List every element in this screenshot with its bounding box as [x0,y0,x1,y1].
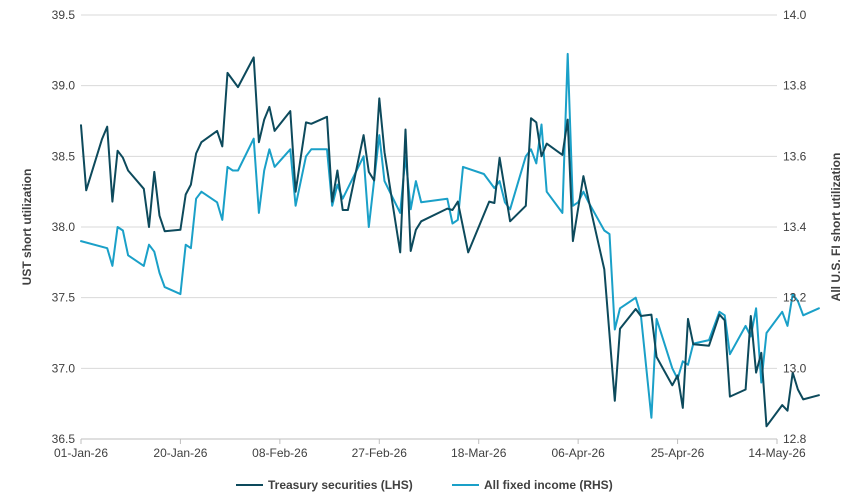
legend-label-fixed-income: All fixed income (RHS) [484,478,613,492]
left-tick-label: 36.5 [52,432,76,446]
right-tick-label: 12.8 [783,432,807,446]
legend: Treasury securities (LHS) All fixed inco… [236,478,613,492]
left-tick-label: 39.5 [52,8,76,22]
right-axis-ticks: 12.8 13.0 13.2 13.4 13.6 13.8 14.0 [783,8,807,446]
gridlines [81,14,777,369]
right-tick-label: 14.0 [783,8,807,22]
right-tick-label: 13.8 [783,79,807,93]
x-tick-label: 20-Jan-26 [153,446,207,460]
x-tick-label: 08-Feb-26 [252,446,308,460]
x-tick-label: 27-Feb-26 [352,446,408,460]
left-tick-label: 38.0 [52,220,76,234]
series-layer [80,52,820,428]
legend-label-treasury: Treasury securities (LHS) [268,478,413,492]
left-tick-label: 37.5 [52,291,76,305]
right-tick-label: 13.4 [783,220,807,234]
left-axis-ticks: 36.5 37.0 37.5 38.0 38.5 39.0 39.5 [52,8,76,446]
right-tick-label: 13.0 [783,361,807,375]
left-axis-title: UST short utilization [20,169,34,286]
series-line [80,52,820,419]
x-tick-label: 01-Jan-26 [54,446,108,460]
x-axis-ticks: 01-Jan-26 20-Jan-26 08-Feb-26 27-Feb-26 18-M… [54,439,806,460]
x-tick-label: 06-Apr-26 [551,446,605,460]
left-tick-label: 39.0 [52,79,76,93]
x-tick-label: 14-May-26 [748,446,806,460]
x-tick-label: 18-Mar-26 [451,446,507,460]
right-tick-label: 13.6 [783,149,807,163]
series-line [80,56,820,428]
left-tick-label: 37.0 [52,361,76,375]
right-axis-title: All U.S. FI short utilization [829,153,843,302]
right-tick-label: 13.2 [783,291,807,305]
x-tick-label: 25-Apr-26 [651,446,705,460]
left-tick-label: 38.5 [52,149,76,163]
